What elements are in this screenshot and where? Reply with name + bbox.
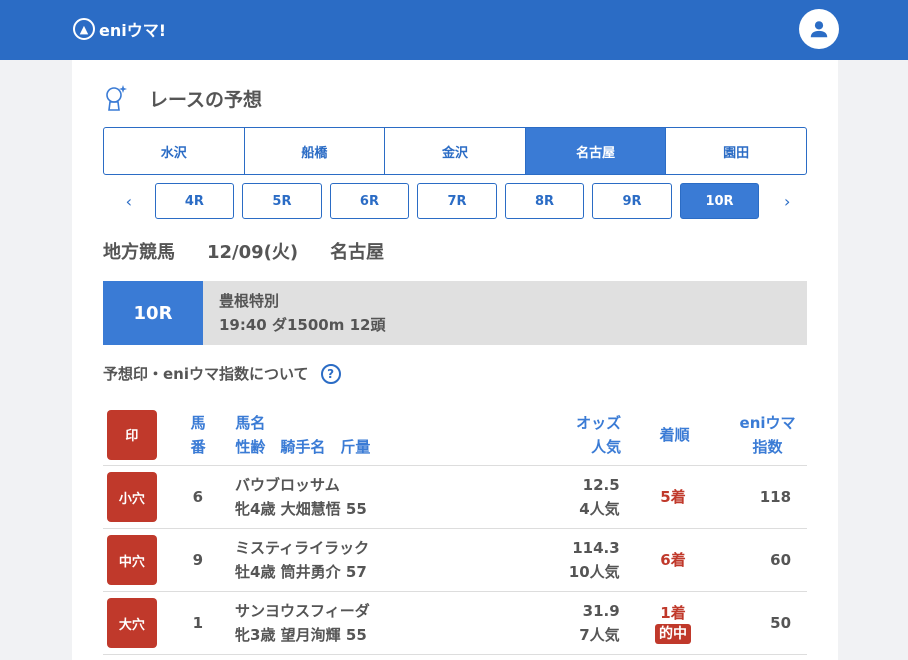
table-header: 印 馬番 馬名性齢 騎手名 斤量 オッズ人気 着順 eniウマ指数 [103, 404, 807, 466]
chevron-right-icon[interactable]: › [783, 191, 791, 211]
header-index: 指数 [752, 437, 783, 456]
result: 5着 [660, 488, 686, 506]
race-button[interactable]: 8R [504, 183, 585, 219]
about-link[interactable]: 予想印・eniウマ指数について ? [103, 363, 807, 384]
odds: 12.5 [582, 476, 620, 494]
race-button[interactable]: 10R [679, 183, 760, 219]
result: 6着 [660, 551, 686, 569]
horse-number: 6 [192, 488, 204, 506]
page-title: レースの予想 [103, 84, 807, 112]
race-button[interactable]: 7R [417, 183, 497, 219]
horse-number: 9 [192, 551, 204, 569]
about-link-text[interactable]: 予想印・eniウマ指数について [103, 365, 309, 383]
header-odds: オッズ [576, 413, 622, 432]
race-selector: ‹ 4R 5R 6R 7R 8R 9R 10R › [103, 183, 807, 219]
horse-icon: ▲ [73, 18, 95, 40]
horse-number: 1 [192, 614, 204, 632]
header-num: 馬 [190, 413, 206, 432]
popularity: 4人気 [579, 500, 620, 518]
eni-index: 118 [759, 488, 792, 506]
race-button[interactable]: 4R [154, 183, 235, 219]
table-row: 中穴 9 ミスティライラック 牡4歳 筒井勇介 57 114.3 10人気 6着 6… [103, 529, 807, 592]
odds: 31.9 [582, 602, 620, 620]
header-index: eniウマ [739, 413, 796, 432]
header-pop: 人気 [591, 437, 622, 456]
odds: 114.3 [572, 539, 620, 557]
race-name: 豊根特別 [219, 292, 280, 310]
table-row: 小穴 6 バウブロッサム牝4歳 大畑慧悟 55 12.5 4人気 5着 118 [103, 466, 807, 529]
horse-sub: 牝4歳 大畑慧悟 55 [235, 500, 367, 518]
logo[interactable]: ▲ eniウマ! [73, 17, 166, 41]
header-result: 着順 [659, 425, 690, 444]
chevron-left-icon[interactable]: ‹ [125, 191, 133, 211]
user-icon [810, 21, 828, 38]
fortune-teller-icon [106, 85, 127, 111]
tab-venue[interactable]: 名古屋 [525, 128, 667, 174]
race-button[interactable]: 5R [242, 183, 322, 219]
race-detail: 19:40 ダ1500m 12頭 [219, 316, 386, 334]
help-icon[interactable]: ? [320, 363, 341, 384]
prediction-table: 印 馬番 馬名性齢 騎手名 斤量 オッズ人気 着順 eniウマ指数 小穴 6 バ… [103, 404, 807, 655]
tab-venue[interactable]: 園田 [723, 145, 750, 161]
eni-index: 60 [770, 551, 792, 569]
horse-sub: 牝3歳 望月洵輝 55 [235, 626, 367, 644]
horse-name[interactable]: ミスティライラック [235, 539, 370, 557]
user-account-button[interactable] [799, 9, 839, 49]
mark-badge: 中穴 [106, 535, 157, 585]
header: ▲ eniウマ! [0, 0, 908, 60]
horse-name[interactable]: バウブロッサム [235, 476, 340, 494]
race-date: 12/09(火) [207, 242, 299, 263]
mark-badge: 小穴 [106, 472, 157, 522]
tab-venue[interactable]: 水沢 [104, 128, 245, 174]
header-sub: 性齢 騎手名 斤量 [235, 437, 371, 456]
header-num: 番 [190, 437, 206, 456]
table-row: 大穴 1 サンヨウスフィーダ 牝3歳 望月洵輝 55 31.9 7人気 1着 的中 5… [103, 592, 807, 655]
race-button[interactable]: 9R [592, 183, 672, 219]
header-name: 馬名 [235, 413, 266, 432]
tab-venue[interactable]: 金沢 [385, 128, 526, 174]
page-title-text: レースの予想 [149, 88, 263, 111]
eni-index: 50 [770, 614, 792, 632]
main-card: レースの予想 水沢 船橋 金沢 名古屋 園田 ‹ 4R 5R 6R 7R 8R … [72, 60, 838, 660]
race-category: 地方競馬 [103, 242, 175, 263]
race-number: 10R [103, 281, 203, 345]
horse-sub: 牡4歳 筒井勇介 57 [235, 563, 367, 581]
hit-badge: 的中 [655, 623, 691, 644]
header-mark: 印 [106, 409, 157, 460]
race-button[interactable]: 6R [329, 183, 410, 219]
logo-text: eniウマ! [99, 21, 167, 40]
horse-name[interactable]: サンヨウスフィーダ [235, 602, 370, 620]
popularity: 10人気 [568, 563, 620, 581]
result: 1着 [660, 603, 686, 622]
tab-venue[interactable]: 船橋 [245, 128, 386, 174]
mark-badge: 大穴 [106, 598, 157, 648]
venue-tabs: 水沢 船橋 金沢 名古屋 園田 [103, 127, 807, 175]
popularity: 7人気 [579, 626, 620, 644]
race-venue: 名古屋 [330, 242, 385, 263]
race-box: 10R 豊根特別 19:40 ダ1500m 12頭 [103, 281, 807, 345]
race-info: 地方競馬 12/09(火) 名古屋 [103, 238, 807, 264]
